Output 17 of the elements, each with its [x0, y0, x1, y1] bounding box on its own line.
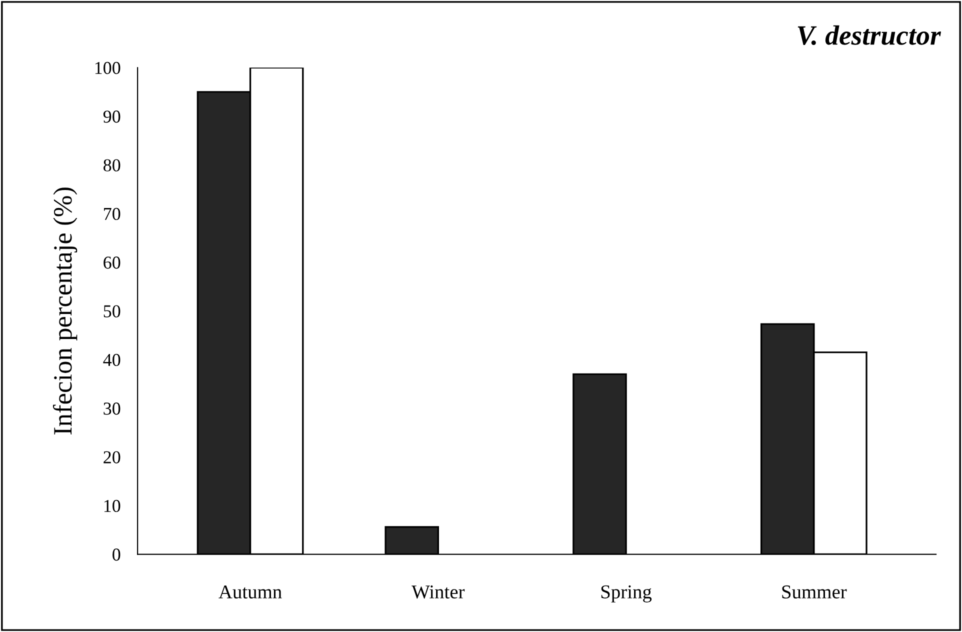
y-tick-label: 60: [104, 256, 120, 269]
y-tick-label: 20: [104, 451, 120, 464]
x-tick-label: Spring: [601, 585, 652, 602]
y-tick-label: 100: [95, 62, 120, 74]
x-tick-label: Summer: [782, 585, 847, 599]
y-tick-label: 70: [104, 208, 120, 220]
y-tick-label: 10: [104, 500, 120, 512]
y-axis-title: Infecion percentaje (%): [52, 188, 78, 435]
x-tick-label: Autumn: [218, 585, 282, 599]
y-tick-label: 0: [112, 548, 120, 561]
chart-title: V. destructor: [798, 25, 942, 46]
y-tick-label: 40: [103, 354, 120, 366]
y-tick-label: 80: [104, 159, 120, 172]
x-tick-label: Winter: [412, 585, 465, 599]
y-tick-label: 50: [104, 305, 120, 318]
y-tick-label: 30: [104, 402, 120, 415]
y-tick-label: 90: [103, 110, 120, 123]
